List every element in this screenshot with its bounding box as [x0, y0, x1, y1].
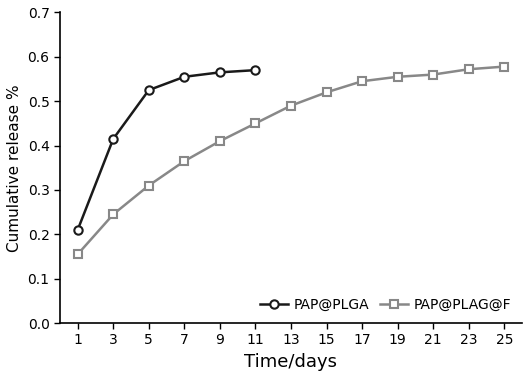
PAP@PLGA [181, 74, 187, 79]
PAP@PLAG@F [217, 139, 223, 143]
PAP@PLGA [217, 70, 223, 74]
Y-axis label: Cumulative release %: Cumulative release % [7, 84, 22, 252]
PAP@PLGA [252, 68, 259, 73]
PAP@PLAG@F [252, 121, 259, 125]
PAP@PLAG@F [181, 159, 187, 163]
PAP@PLGA [75, 228, 81, 232]
Legend: PAP@PLGA, PAP@PLAG@F: PAP@PLGA, PAP@PLAG@F [256, 294, 515, 316]
PAP@PLAG@F [430, 72, 436, 77]
PAP@PLGA [110, 137, 116, 141]
PAP@PLGA [145, 88, 152, 92]
PAP@PLAG@F [110, 212, 116, 217]
Line: PAP@PLGA: PAP@PLGA [74, 66, 260, 234]
PAP@PLAG@F [359, 79, 365, 84]
PAP@PLAG@F [145, 183, 152, 188]
PAP@PLAG@F [466, 67, 472, 71]
PAP@PLAG@F [323, 90, 330, 94]
X-axis label: Time/days: Time/days [244, 353, 338, 371]
PAP@PLAG@F [501, 64, 507, 69]
Line: PAP@PLAG@F: PAP@PLAG@F [74, 62, 508, 259]
PAP@PLAG@F [288, 103, 294, 108]
PAP@PLAG@F [75, 252, 81, 257]
PAP@PLAG@F [395, 74, 401, 79]
